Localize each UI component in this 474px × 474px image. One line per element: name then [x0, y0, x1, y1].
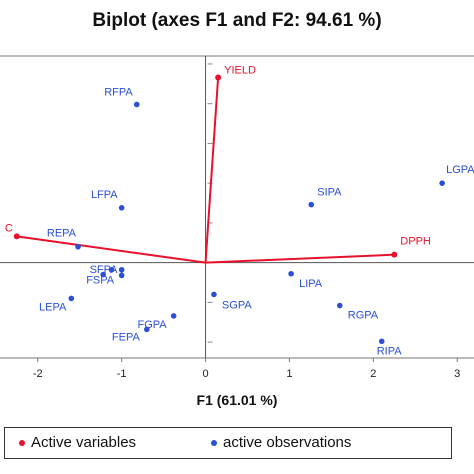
legend-variables-marker — [19, 440, 25, 447]
variable-label: YIELD — [224, 64, 256, 76]
observation-point — [308, 201, 315, 208]
observation-point — [75, 243, 81, 250]
chart-title: Biplot (axes F1 and F2: 94.61 %) — [92, 10, 382, 31]
x-tick-label: -2 — [33, 368, 43, 380]
observation-point — [68, 295, 75, 302]
variable-point — [215, 74, 222, 81]
variable-label: DPPH — [400, 236, 431, 248]
observation-label: SIPA — [317, 187, 342, 199]
variable-label: C — [5, 222, 13, 234]
observation-point — [133, 101, 140, 108]
x-tick-label: 3 — [454, 368, 460, 380]
observation-label: RGPA — [348, 310, 379, 322]
observation-point — [336, 302, 343, 309]
observation-label: FEPA — [112, 331, 141, 343]
plot-frame — [0, 55, 474, 359]
observation-point — [144, 326, 150, 333]
x-tick-label: 1 — [286, 368, 292, 380]
x-tick-label: -1 — [117, 368, 127, 380]
variable-vector — [16, 235, 206, 264]
legend: Active variables active observations — [4, 427, 452, 459]
observation-label: SGPA — [222, 299, 252, 311]
variable-vector — [204, 77, 220, 263]
variable-vectors: YIELD DPPH C — [5, 64, 431, 264]
x-tick-label: 0 — [202, 368, 208, 380]
legend-variables-label: Active variables — [31, 434, 137, 451]
observation-point — [108, 266, 115, 273]
observation-label: REPA — [47, 228, 77, 240]
observation-point — [118, 272, 125, 279]
variable-point — [391, 251, 398, 258]
observation-point — [118, 204, 125, 211]
observation-point — [288, 270, 294, 277]
observation-point — [439, 180, 445, 186]
observation-label: RIPA — [377, 345, 403, 357]
observation-point — [118, 266, 125, 273]
observation-label: RFPA — [104, 86, 133, 98]
legend-observations-marker — [211, 440, 217, 447]
observation-label: LFPA — [91, 189, 118, 201]
x-tick-labels: -2 -1 0 1 2 3 — [33, 358, 460, 380]
observation-label: SFPA — [90, 264, 119, 276]
observation-label: LGPA — [446, 164, 474, 176]
variable-vector — [205, 253, 395, 264]
legend-observations-label: active observations — [223, 434, 352, 451]
observation-point — [378, 338, 385, 345]
variable-point — [13, 233, 20, 240]
x-tick-label: 2 — [370, 368, 376, 380]
x-axis-label: F1 (61.01 %) — [197, 392, 278, 408]
observation-point — [170, 313, 177, 319]
observation-point — [211, 291, 217, 298]
observation-point — [100, 271, 106, 278]
observation-label: FGPA — [138, 319, 168, 331]
observation-label: LIPA — [299, 278, 323, 290]
observation-label: FSPA — [86, 275, 115, 287]
legend-item-variables: Active variables — [19, 434, 136, 451]
plot-axes — [0, 56, 474, 358]
legend-item-observations: active observations — [211, 434, 351, 451]
observation-label: LEPA — [39, 301, 67, 313]
